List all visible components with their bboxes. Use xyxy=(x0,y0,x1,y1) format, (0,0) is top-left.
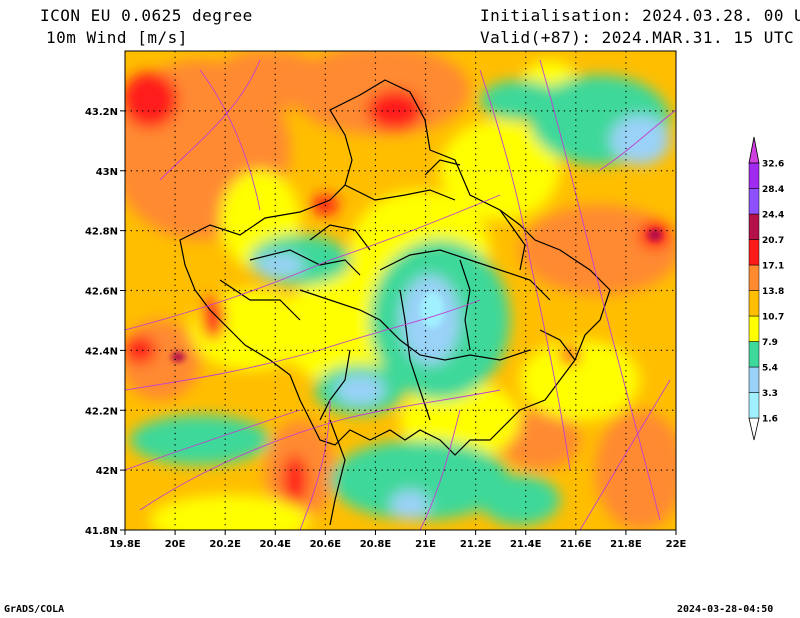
colorbar-label: 13.8 xyxy=(762,287,784,297)
x-tick-label: 21.4E xyxy=(510,539,542,550)
x-tick-label: 22E xyxy=(666,539,687,550)
colorbar-label: 24.4 xyxy=(762,211,784,221)
y-tick-label: 42N xyxy=(96,466,118,477)
y-tick-label: 42.2N xyxy=(85,406,118,417)
colorbar-label: 10.7 xyxy=(762,313,784,323)
x-axis-ticks: 19.8E 20E 20.2E 20.4E 20.6E 20.8E 21E 21.2E 21.4… xyxy=(109,530,687,550)
y-tick-label: 42.8N xyxy=(85,227,118,238)
colorbar-label: 1.6 xyxy=(762,415,778,425)
y-axis-ticks: 41.8N 42N 42.2N 42.4N 42.6N 42.8N 43N 43.2N xyxy=(85,107,125,537)
colorbar-bin xyxy=(748,213,760,240)
colorbar-low-end xyxy=(748,417,760,441)
x-tick-label: 19.8E xyxy=(109,539,141,550)
footer-credit: GrADS/COLA xyxy=(4,604,65,615)
y-tick-label: 42.6N xyxy=(85,287,118,298)
y-tick-label: 43.2N xyxy=(85,107,118,118)
colorbar-bin xyxy=(748,239,760,266)
map-valid-time: Valid(+87): 2024.MAR.31. 15 UTC xyxy=(480,28,795,47)
x-tick-label: 21E xyxy=(415,539,436,550)
colorbar-label: 32.6 xyxy=(762,160,784,170)
colorbar-bin xyxy=(748,188,760,215)
colorbar-bin xyxy=(748,290,760,317)
colorbar-label: 28.4 xyxy=(762,185,784,195)
y-tick-label: 42.4N xyxy=(85,346,118,357)
y-tick-label: 41.8N xyxy=(85,526,118,537)
colorbar: 1.6 3.3 5.4 7.9 10.7 13.8 17.1 20.7 24.4 28.4 32.6 xyxy=(748,136,784,441)
colorbar-label: 17.1 xyxy=(762,262,784,272)
map-title-variable: 10m Wind [m/s] xyxy=(46,28,188,47)
lat-lon-grid xyxy=(125,51,676,530)
colorbar-bin xyxy=(748,264,760,291)
wind-streamlines xyxy=(125,59,676,530)
x-tick-label: 21.6E xyxy=(560,539,592,550)
x-tick-label: 20E xyxy=(165,539,186,550)
colorbar-label: 3.3 xyxy=(762,389,778,399)
map-title-model: ICON EU 0.0625 degree xyxy=(40,6,253,25)
colorbar-high-end xyxy=(748,136,760,164)
colorbar-label: 7.9 xyxy=(762,338,778,348)
x-tick-label: 20.8E xyxy=(360,539,392,550)
colorbar-label: 5.4 xyxy=(762,364,778,374)
border-lines xyxy=(179,79,611,526)
colorbar-bin xyxy=(748,366,760,393)
colorbar-label: 20.7 xyxy=(762,236,784,246)
x-tick-label: 21.8E xyxy=(610,539,642,550)
y-tick-label: 43N xyxy=(96,167,118,178)
colorbar-bin xyxy=(748,315,760,342)
colorbar-bin xyxy=(748,392,760,419)
x-tick-label: 20.6E xyxy=(310,539,342,550)
colorbar-bin xyxy=(748,162,760,189)
map-init-time: Initialisation: 2024.03.28. 00 UTC xyxy=(480,6,800,25)
x-tick-label: 21.2E xyxy=(460,539,492,550)
colorbar-bin xyxy=(748,341,760,368)
footer-timestamp: 2024-03-28-04:50 xyxy=(677,604,774,615)
x-tick-label: 20.2E xyxy=(209,539,241,550)
x-tick-label: 20.4E xyxy=(260,539,292,550)
